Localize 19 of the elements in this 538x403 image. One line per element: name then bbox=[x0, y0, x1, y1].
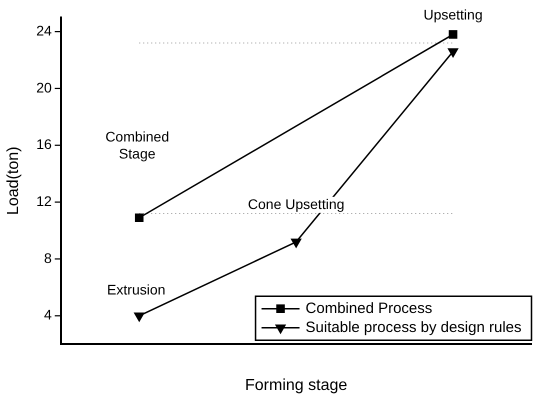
point bbox=[134, 312, 144, 322]
annotation: Combined Stage bbox=[105, 128, 170, 162]
y-tick-label: 20 bbox=[36, 79, 52, 96]
x-axis-title: Forming stage bbox=[245, 376, 348, 394]
point bbox=[134, 213, 144, 222]
y-tick-label: 24 bbox=[36, 22, 52, 38]
legend-label: Combined Process bbox=[306, 300, 432, 317]
point bbox=[291, 238, 302, 248]
annotation: Cone Upsetting bbox=[248, 196, 344, 212]
point bbox=[448, 30, 458, 39]
y-tick-label: 4 bbox=[44, 306, 52, 323]
y-axis-title: Load(ton) bbox=[5, 146, 22, 216]
legend-label: Suitable process by design rules bbox=[306, 318, 522, 336]
point bbox=[448, 48, 458, 58]
annotation: Upsetting bbox=[423, 6, 483, 22]
annotation: Extrusion bbox=[107, 282, 166, 298]
y-tick-label: 16 bbox=[36, 136, 52, 152]
y-tick-label: 12 bbox=[36, 192, 52, 209]
y-tick-label: 8 bbox=[44, 250, 52, 266]
